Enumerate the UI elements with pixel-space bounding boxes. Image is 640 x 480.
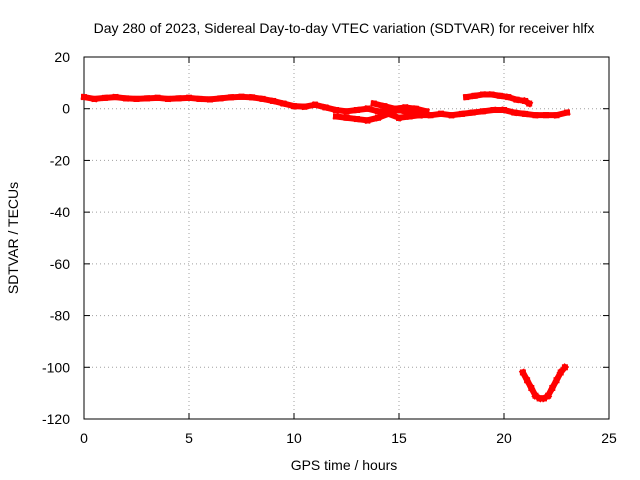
x-tick-label: 0: [80, 430, 88, 446]
y-tick-label: -60: [50, 256, 70, 272]
series-dip: [518, 363, 570, 403]
x-tick-label: 10: [286, 430, 302, 446]
y-tick-label: -120: [42, 411, 70, 427]
y-tick-label: -100: [42, 359, 70, 375]
series-branch-lower: [332, 110, 424, 124]
y-tick-label: 20: [54, 49, 70, 65]
x-tick-labels: 0 5 10 15 20 25: [80, 430, 617, 446]
x-tick-label: 5: [185, 430, 193, 446]
x-tick-label: 15: [391, 430, 407, 446]
data-point: [423, 108, 430, 115]
data-point: [564, 109, 570, 116]
y-tick-label: -80: [50, 308, 70, 324]
data-point: [417, 112, 423, 119]
plot-frame: [83, 56, 610, 420]
chart-title: Day 280 of 2023, Sidereal Day-to-day VTE…: [94, 20, 595, 36]
x-tick-label: 20: [496, 430, 512, 446]
x-tick-label: 25: [601, 430, 617, 446]
series-branch-upper-right: [462, 91, 534, 108]
data-point: [561, 364, 568, 371]
y-tick-label: -20: [50, 152, 70, 168]
data-point: [526, 100, 533, 107]
data-points: [80, 91, 571, 403]
series-branch-upper-mid: [370, 99, 430, 115]
y-tick-labels: 20 0 -20 -40 -60 -80 -100 -120: [42, 49, 70, 427]
axis-ticks: [83, 56, 610, 420]
y-axis-label: SDTVAR / TECUs: [5, 182, 21, 294]
y-tick-label: 0: [62, 101, 70, 117]
y-tick-label: -40: [50, 204, 70, 220]
x-axis-label: GPS time / hours: [291, 457, 398, 473]
